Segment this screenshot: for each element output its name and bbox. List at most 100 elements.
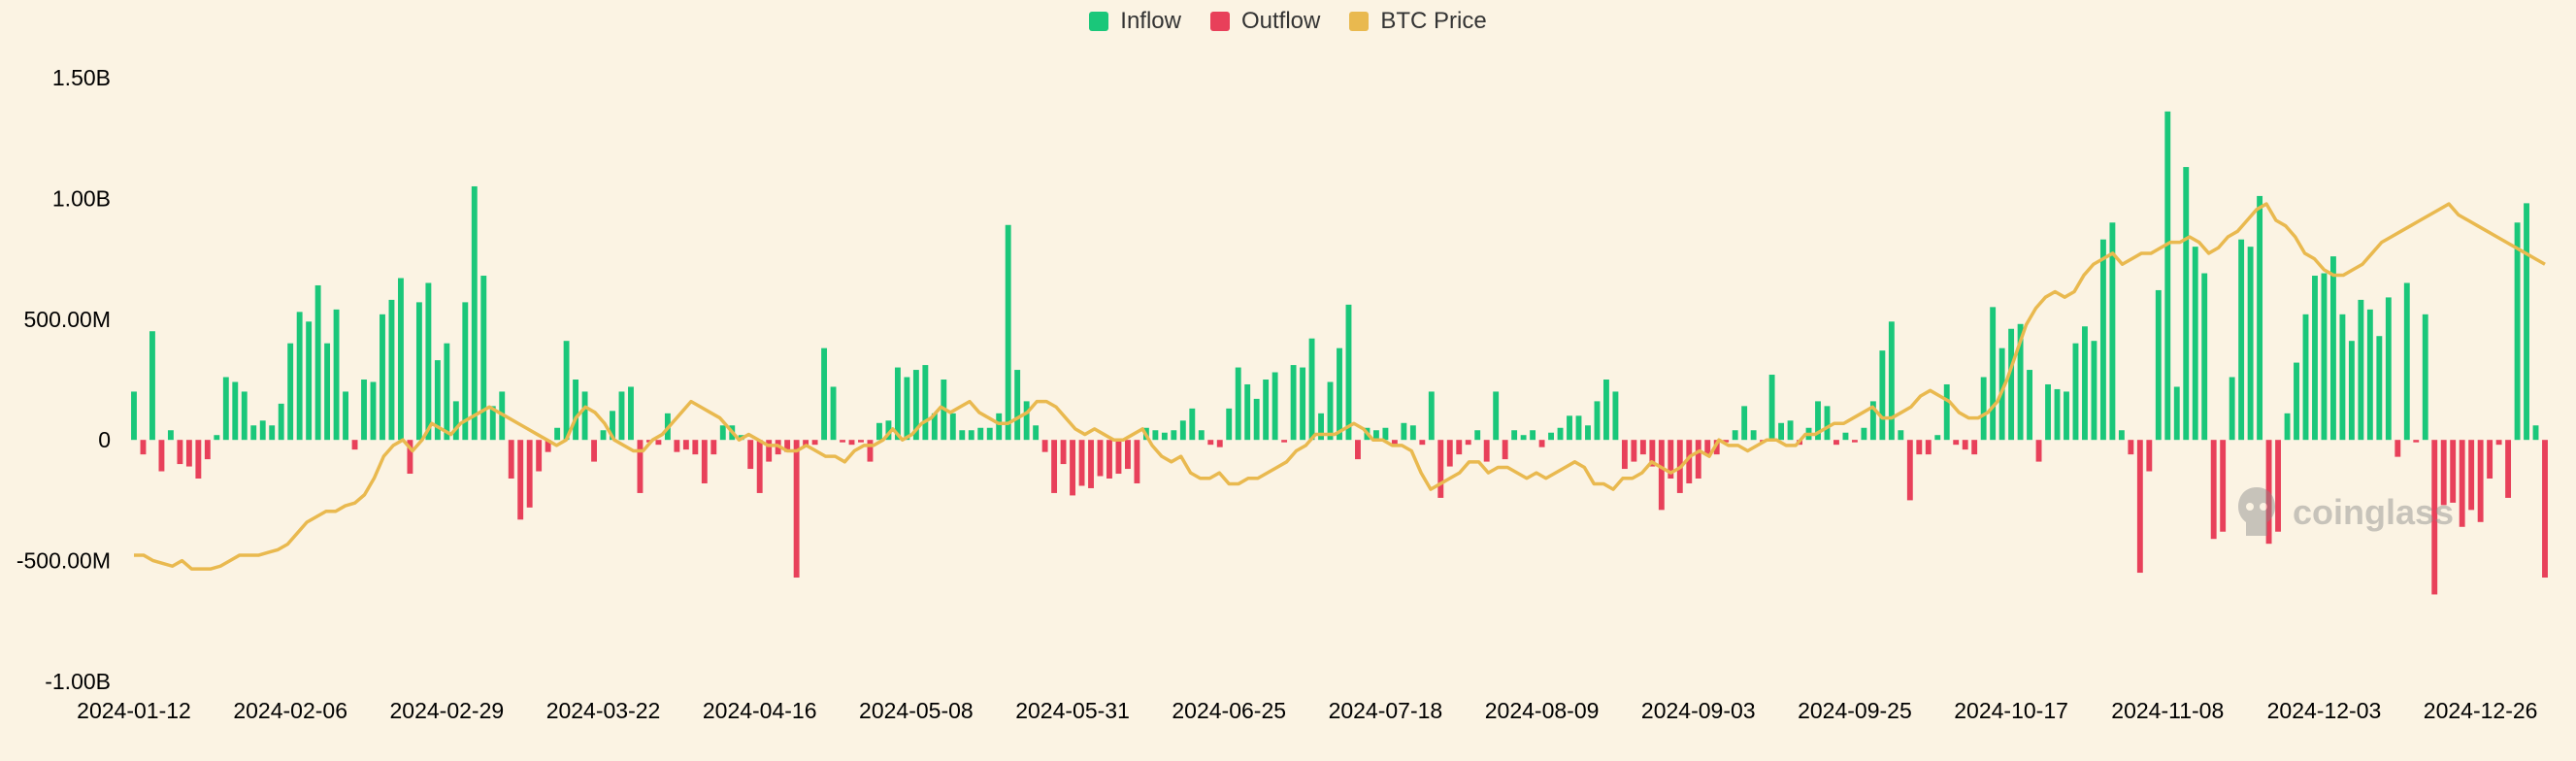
outflow-bar[interactable] — [2487, 440, 2493, 480]
inflow-bar[interactable] — [1005, 224, 1011, 441]
inflow-bar[interactable] — [2348, 341, 2355, 441]
inflow-bar[interactable] — [1990, 307, 1997, 441]
inflow-bar[interactable] — [1879, 350, 1886, 441]
inflow-bar[interactable] — [1511, 430, 1518, 441]
inflow-bar[interactable] — [996, 413, 1003, 441]
inflow-bar[interactable] — [1787, 420, 1794, 441]
inflow-bar[interactable] — [398, 278, 404, 441]
inflow-bar[interactable] — [2017, 323, 2024, 441]
inflow-bar[interactable] — [2064, 391, 2069, 441]
inflow-bar[interactable] — [1345, 304, 1352, 441]
outflow-bar[interactable] — [1207, 440, 1214, 446]
outflow-bar[interactable] — [756, 440, 763, 493]
inflow-bar[interactable] — [1493, 391, 1500, 441]
inflow-bar[interactable] — [2027, 370, 2033, 441]
outflow-bar[interactable] — [2477, 440, 2484, 522]
inflow-bar[interactable] — [2302, 314, 2309, 441]
outflow-bar[interactable] — [1538, 440, 1545, 447]
outflow-bar[interactable] — [2413, 440, 2420, 443]
outflow-bar[interactable] — [140, 440, 147, 455]
outflow-bar[interactable] — [793, 440, 800, 579]
outflow-bar[interactable] — [2128, 440, 2134, 455]
inflow-bar[interactable] — [2257, 195, 2263, 441]
outflow-bar[interactable] — [1925, 440, 1932, 455]
inflow-bar[interactable] — [876, 422, 882, 441]
inflow-bar[interactable] — [912, 370, 919, 441]
outflow-bar[interactable] — [2450, 440, 2457, 503]
outflow-bar[interactable] — [1621, 440, 1628, 470]
inflow-bar[interactable] — [2403, 282, 2410, 441]
outflow-bar[interactable] — [591, 440, 597, 462]
inflow-bar[interactable] — [2312, 276, 2318, 441]
outflow-bar[interactable] — [1658, 440, 1665, 511]
outflow-bar[interactable] — [158, 440, 165, 472]
outflow-bar[interactable] — [1953, 440, 1960, 446]
legend-item-outflow[interactable]: Outflow — [1209, 8, 1320, 35]
inflow-bar[interactable] — [2091, 341, 2097, 441]
inflow-bar[interactable] — [1226, 408, 1233, 441]
inflow-bar[interactable] — [2099, 239, 2106, 441]
outflow-bar[interactable] — [2468, 440, 2475, 511]
outflow-bar[interactable] — [2542, 440, 2548, 579]
outflow-bar[interactable] — [840, 440, 845, 443]
outflow-bar[interactable] — [784, 440, 791, 452]
inflow-bar[interactable] — [977, 427, 984, 441]
outflow-bar[interactable] — [1833, 440, 1839, 446]
inflow-bar[interactable] — [471, 185, 478, 441]
inflow-bar[interactable] — [2284, 413, 2291, 441]
outflow-bar[interactable] — [2495, 440, 2502, 446]
outflow-bar[interactable] — [1391, 440, 1398, 446]
outflow-bar[interactable] — [2210, 440, 2217, 540]
inflow-bar[interactable] — [2524, 203, 2529, 441]
inflow-bar[interactable] — [269, 425, 276, 441]
inflow-bar[interactable] — [1171, 430, 1177, 441]
inflow-bar[interactable] — [287, 343, 294, 441]
inflow-bar[interactable] — [600, 430, 607, 441]
inflow-bar[interactable] — [2173, 386, 2180, 441]
inflow-bar[interactable] — [2330, 256, 2336, 441]
outflow-bar[interactable] — [1971, 440, 1978, 455]
legend-item-inflow[interactable]: Inflow — [1089, 8, 1181, 35]
inflow-bar[interactable] — [2358, 299, 2364, 441]
inflow-bar[interactable] — [1474, 430, 1481, 441]
outflow-bar[interactable] — [2431, 440, 2438, 595]
outflow-bar[interactable] — [1355, 440, 1361, 460]
outflow-bar[interactable] — [1070, 440, 1075, 496]
inflow-bar[interactable] — [2229, 377, 2235, 441]
outflow-bar[interactable] — [1281, 440, 1288, 443]
inflow-bar[interactable] — [1152, 430, 1159, 441]
inflow-bar[interactable] — [2164, 111, 2171, 441]
inflow-bar[interactable] — [1014, 370, 1021, 441]
outflow-bar[interactable] — [1916, 440, 1923, 455]
inflow-bar[interactable] — [821, 347, 828, 441]
outflow-bar[interactable] — [185, 440, 192, 467]
inflow-bar[interactable] — [1567, 415, 1572, 441]
outflow-bar[interactable] — [1723, 440, 1730, 443]
outflow-bar[interactable] — [1446, 440, 1453, 467]
inflow-bar[interactable] — [610, 411, 615, 441]
inflow-bar[interactable] — [333, 309, 340, 441]
inflow-bar[interactable] — [1548, 432, 1554, 441]
inflow-bar[interactable] — [1815, 401, 1821, 441]
outflow-bar[interactable] — [1668, 440, 1674, 480]
outflow-bar[interactable] — [508, 440, 514, 480]
outflow-bar[interactable] — [177, 440, 183, 465]
inflow-bar[interactable] — [1033, 425, 1040, 441]
outflow-bar[interactable] — [645, 440, 652, 443]
outflow-bar[interactable] — [1962, 440, 1968, 450]
inflow-bar[interactable] — [343, 391, 348, 441]
inflow-bar[interactable] — [1337, 347, 1342, 441]
inflow-bar[interactable] — [444, 343, 450, 441]
inflow-bar[interactable] — [1401, 422, 1407, 441]
inflow-bar[interactable] — [278, 403, 284, 441]
inflow-bar[interactable] — [885, 420, 892, 441]
inflow-bar[interactable] — [2366, 309, 2373, 441]
outflow-bar[interactable] — [1502, 440, 1508, 460]
inflow-bar[interactable] — [2082, 326, 2088, 441]
inflow-bar[interactable] — [380, 314, 385, 441]
inflow-bar[interactable] — [434, 360, 441, 441]
inflow-bar[interactable] — [1198, 430, 1205, 441]
outflow-bar[interactable] — [1115, 440, 1122, 475]
inflow-bar[interactable] — [1300, 367, 1306, 441]
outflow-bar[interactable] — [701, 440, 708, 483]
